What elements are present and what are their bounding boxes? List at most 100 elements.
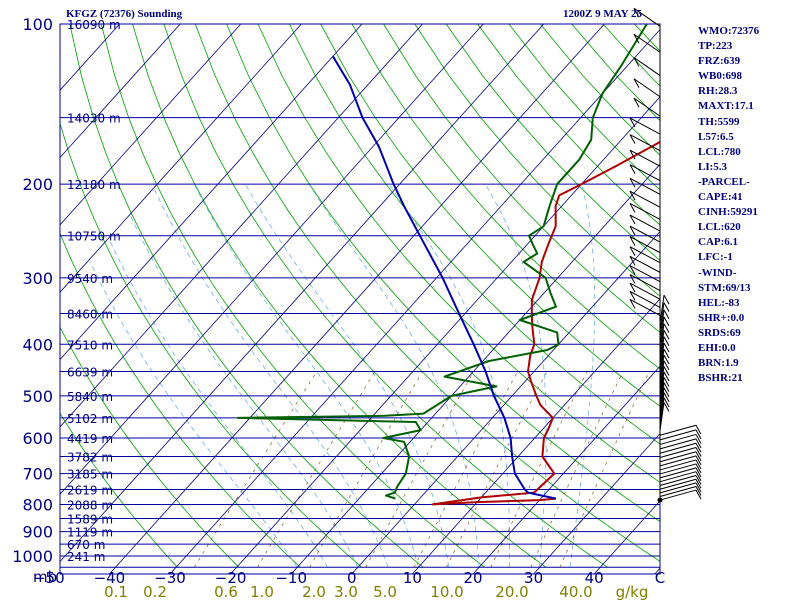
dry-adiabat <box>100 24 485 568</box>
moist-adiabat <box>569 184 596 568</box>
dry-adiabat <box>132 24 547 568</box>
index-item: BSHR:21 <box>698 372 743 385</box>
isotherm <box>60 24 423 428</box>
pressure-tick-label: 700 <box>22 465 53 484</box>
wind-barb-flag <box>663 402 670 412</box>
dry-adiabat <box>383 24 660 333</box>
wind-barb <box>633 78 661 98</box>
dry-adiabat <box>539 24 660 156</box>
index-item: FRZ:639 <box>698 55 741 68</box>
isotherm <box>533 432 660 574</box>
wind-barb <box>633 7 661 27</box>
temperature-tick-label: −10 <box>275 569 307 587</box>
pressure-unit-label: mb <box>33 568 57 586</box>
mixing-ratio-line <box>559 371 650 568</box>
wind-barb <box>629 164 661 182</box>
wind-barb-flag <box>663 371 670 382</box>
height-label: 3185 m <box>67 468 113 482</box>
wind-barb <box>659 459 697 471</box>
wind-barb <box>659 402 665 431</box>
wind-barb-flag <box>663 392 670 403</box>
wind-barb <box>659 489 697 501</box>
index-item: -WIND- <box>698 266 737 279</box>
wind-barb <box>629 214 661 232</box>
plot-frame <box>59 23 661 575</box>
index-item: WMO:72376 <box>698 25 760 37</box>
wind-barb <box>659 451 697 463</box>
mixing-ratio-label: 0.2 <box>143 583 167 600</box>
parcel-profile <box>332 55 557 500</box>
mixing-ratio-line <box>193 371 318 568</box>
mixing-ratio-label: 1.0 <box>250 583 274 600</box>
isotherm <box>60 24 302 293</box>
dry-adiabat <box>760 24 800 567</box>
wind-barb <box>659 482 697 494</box>
wind-barb-flag <box>695 467 702 478</box>
wind-barb-flag <box>695 425 702 435</box>
mixing-ratio-label: 0.1 <box>104 583 128 600</box>
wind-barb <box>633 33 661 53</box>
isobars <box>60 23 660 568</box>
wind-barb-flag <box>633 33 640 44</box>
index-item: SRDS:69 <box>698 326 741 339</box>
moist-adiabat <box>89 261 298 568</box>
wind-barb-flag <box>695 478 702 489</box>
wind-barb-flag <box>663 387 670 398</box>
temperature-tick-label: 30 <box>524 569 543 587</box>
moist-adiabat <box>109 240 328 568</box>
dry-adiabat <box>320 24 660 407</box>
wind-barb <box>659 302 665 331</box>
mixing-ratio-label: 5.0 <box>373 583 397 600</box>
wind-barb <box>659 330 665 359</box>
mixing-ratio-label: 2.0 <box>302 583 326 600</box>
isotherm <box>60 24 484 495</box>
mixing-ratio-line <box>365 371 474 568</box>
wind-barb <box>659 360 665 389</box>
mixing-ratio-line <box>413 371 518 568</box>
height-labels: 16090 m 14030 m 12180 m 10750 m 9540 m 8460 m… <box>67 18 121 564</box>
moist-adiabat <box>308 183 480 568</box>
wind-barb <box>659 486 697 497</box>
isotherm <box>290 163 660 574</box>
height-label: 3782 m <box>67 450 113 464</box>
wind-barb-flag <box>629 117 636 128</box>
wind-barb-flag <box>629 178 636 188</box>
mixing-ratio-label: 40.0 <box>559 583 592 600</box>
wind-barb-flag <box>629 134 636 144</box>
wind-barb-flag <box>695 471 702 481</box>
wind-barb-flag <box>629 236 636 246</box>
index-item: -PARCEL- <box>698 175 750 188</box>
wind-barb-flag <box>695 489 702 500</box>
height-label: 7510 m <box>67 338 113 352</box>
wind-barb-flag <box>663 330 670 340</box>
wind-barb-flag <box>663 382 670 392</box>
index-item: LI:5.3 <box>698 160 728 173</box>
wind-barb <box>659 366 665 395</box>
wind-barb-flag <box>695 482 702 493</box>
moist-adiabat <box>154 189 389 568</box>
wind-barb <box>659 382 665 411</box>
dry-adiabat <box>226 24 660 523</box>
mixing-ratio-line <box>257 371 376 568</box>
pressure-tick-label: 600 <box>22 429 53 448</box>
wind-barb <box>659 342 665 372</box>
height-label: 10750 m <box>67 230 121 244</box>
moist-adiabat <box>193 183 419 568</box>
temperature-tick-label: −30 <box>154 569 186 587</box>
temperature-tick-label: −50 <box>33 569 65 587</box>
dry-adiabat <box>69 24 424 568</box>
index-item: TH:5599 <box>698 115 740 128</box>
height-label: 9540 m <box>67 272 113 286</box>
temperature-unit-label: C <box>655 569 665 587</box>
moist-adiabat <box>245 183 450 568</box>
wind-barb <box>659 429 697 441</box>
wind-barb-flag <box>695 475 702 485</box>
dry-adiabat <box>60 122 363 568</box>
wind-barb-flag <box>695 463 702 474</box>
wind-barb-flag <box>629 256 636 266</box>
dry-adiabat <box>257 24 660 483</box>
wind-barb-flag <box>695 451 702 461</box>
index-item: L57:6.5 <box>698 130 734 143</box>
wind-barb <box>629 290 661 308</box>
mixing-ratio-label: 0.6 <box>214 583 238 600</box>
